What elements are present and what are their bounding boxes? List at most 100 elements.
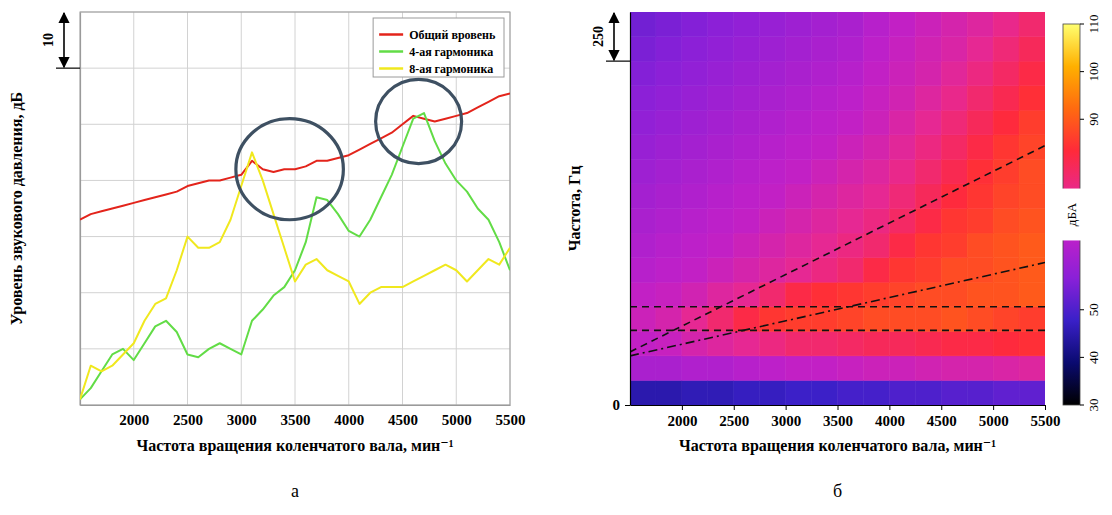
heatmap-cell (838, 61, 864, 86)
heatmap-cell (915, 233, 941, 258)
colorbar-label: дБА (1064, 202, 1079, 226)
heatmap-cell (682, 258, 708, 283)
heatmap-cell (1019, 209, 1045, 234)
heatmap-cells (630, 12, 1045, 405)
heatmap-cell (838, 209, 864, 234)
heatmap-cell (889, 61, 915, 86)
colorbar-tick (1080, 357, 1084, 358)
heatmap-cell (889, 356, 915, 381)
heatmap-cell (1019, 86, 1045, 111)
heatmap-cell (786, 331, 812, 356)
heatmap-cell (786, 233, 812, 258)
heatmap-cell (760, 380, 786, 405)
heatmap-cell (889, 184, 915, 209)
heatmap-cell (708, 331, 734, 356)
heatmap-cell (682, 61, 708, 86)
heatmap-cell (708, 233, 734, 258)
heatmap-cell (812, 209, 838, 234)
x-axis-tick: 2500 (173, 405, 203, 428)
heatmap-cell (1019, 159, 1045, 184)
heatmap-cell (993, 86, 1019, 111)
heatmap-cell (656, 37, 682, 62)
heatmap-cell (863, 110, 889, 135)
heatmap-cell (760, 233, 786, 258)
heatmap-cell (915, 184, 941, 209)
heatmap-cell (734, 61, 760, 86)
colorbar-tick-label: 90 (1086, 113, 1101, 126)
heatmap-cell (993, 184, 1019, 209)
heatmap-cell (1019, 184, 1045, 209)
y-axis-tick-mark (625, 405, 630, 406)
heatmap-cell (630, 233, 656, 258)
heatmap-cell (967, 12, 993, 37)
heatmap-cell (630, 159, 656, 184)
heatmap-cell (993, 380, 1019, 405)
x-axis-tick-label: 5500 (496, 412, 526, 428)
heatmap-cell (812, 61, 838, 86)
heatmap-cell (734, 159, 760, 184)
heatmap-cell (967, 331, 993, 356)
heatmap-cell (915, 110, 941, 135)
heatmap-cell (734, 380, 760, 405)
heatmap-cell (734, 184, 760, 209)
heatmap-cell (760, 86, 786, 111)
x-axis-tick-label: 4500 (388, 412, 418, 428)
heatmap-cell (656, 86, 682, 111)
heatmap-cell (812, 307, 838, 332)
heatmap-cell (889, 12, 915, 37)
heatmap-cell (708, 209, 734, 234)
heatmap-cell (786, 258, 812, 283)
heatmap-cell (915, 380, 941, 405)
heatmap-cell (993, 209, 1019, 234)
heatmap-cell (708, 159, 734, 184)
heatmap-cell (838, 135, 864, 160)
y-axis-line (630, 13, 631, 406)
series-line (80, 152, 510, 399)
heatmap-cell (915, 61, 941, 86)
heatmap-cell (1019, 61, 1045, 86)
heatmap-cell (993, 37, 1019, 62)
heatmap-cell (656, 331, 682, 356)
heatmap-cell (760, 356, 786, 381)
heatmap-cell (838, 356, 864, 381)
heatmap-cell (889, 233, 915, 258)
heatmap-cell (656, 61, 682, 86)
heatmap-cell (863, 307, 889, 332)
figure: 20002500300035004000450050005500Общий вр… (0, 0, 1112, 515)
heatmap-cell (838, 12, 864, 37)
colorbar-tick (1080, 24, 1084, 25)
heatmap-cell (682, 233, 708, 258)
legend-swatch (379, 33, 403, 36)
heatmap-cell (630, 135, 656, 160)
x-axis-tick: 3500 (823, 405, 853, 429)
x-axis-tick: 5000 (442, 405, 472, 428)
x-axis-tick-mark (993, 405, 994, 410)
heatmap-cell (967, 37, 993, 62)
heatmap-cell (863, 331, 889, 356)
heatmap-cell (786, 282, 812, 307)
scale-bar-label: 250 (591, 26, 606, 47)
heatmap-cell (812, 110, 838, 135)
heatmap-cell (812, 258, 838, 283)
heatmap-cell (656, 356, 682, 381)
heatmap-cell (941, 61, 967, 86)
x-axis-tick-label: 5000 (442, 412, 472, 428)
heatmap-cell (656, 184, 682, 209)
reference-line (630, 146, 1045, 352)
heatmap-cell (786, 356, 812, 381)
heatmap-cell (630, 258, 656, 283)
x-axis-tick: 2500 (719, 405, 749, 429)
heatmap-cell (708, 86, 734, 111)
heatmap-cell (967, 209, 993, 234)
grid-line-x (348, 12, 349, 405)
heatmap-cell (967, 282, 993, 307)
heatmap-cell (941, 209, 967, 234)
legend: Общий вровень4-ая гармоника8-ая гармоник… (373, 18, 504, 77)
heatmap-cell (941, 135, 967, 160)
colorbar-tick-label: 110 (1086, 14, 1101, 33)
x-axis-tick-label: 5000 (979, 413, 1009, 429)
x-axis-title: Частота вращения коленчатого вала, мин⁻¹ (679, 437, 996, 455)
heatmap-cell (760, 307, 786, 332)
heatmap-cell (734, 209, 760, 234)
x-axis-tick-label: 2500 (173, 412, 203, 428)
